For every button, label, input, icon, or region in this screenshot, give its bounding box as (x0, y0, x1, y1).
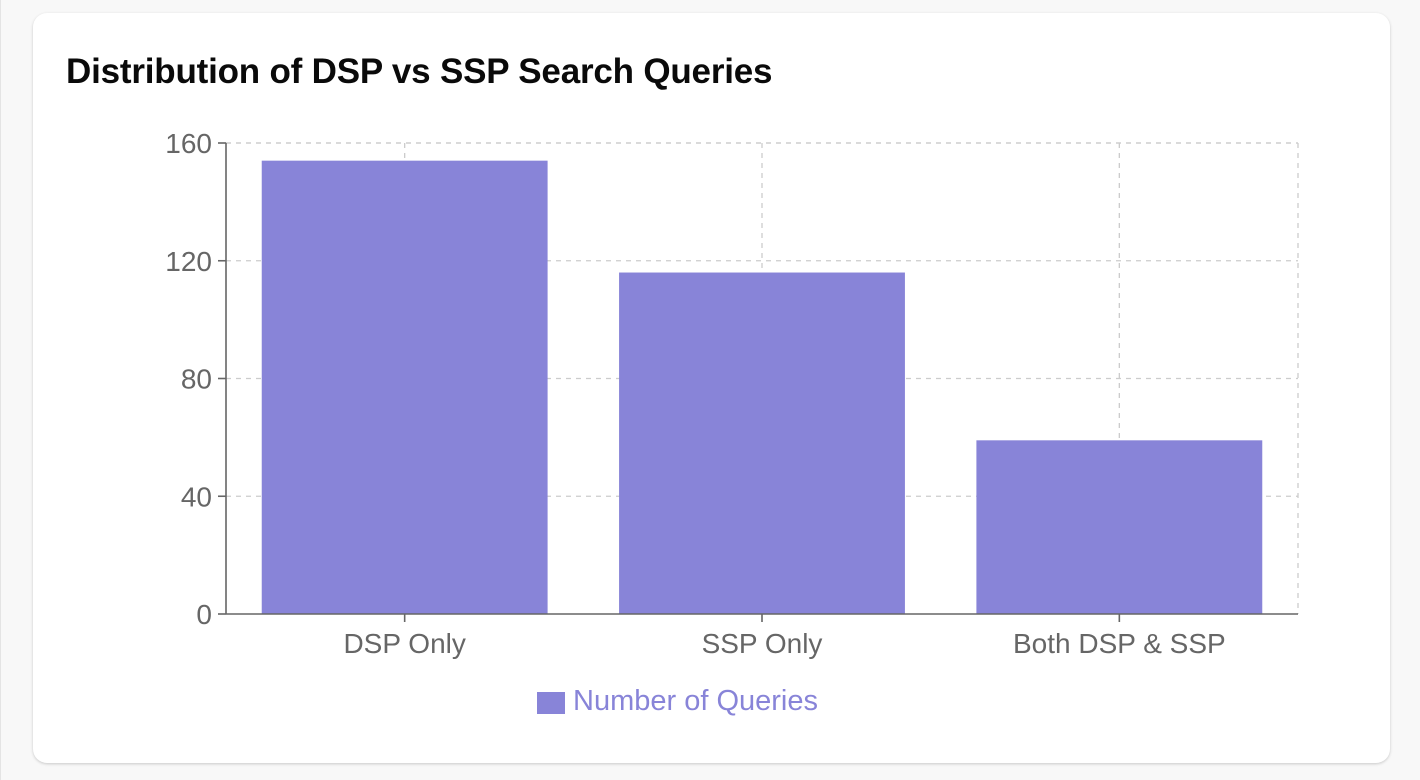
legend: Number of Queries (537, 685, 818, 717)
x-tick-label: Both DSP & SSP (1013, 628, 1226, 659)
legend-label: Number of Queries (573, 685, 818, 717)
x-ticks: DSP Only SSP Only Both DSP & SSP (343, 614, 1226, 659)
x-tick-label: DSP Only (343, 628, 465, 659)
bar (261, 160, 548, 614)
x-tick-label: SSP Only (702, 628, 823, 659)
y-tick-label: 120 (165, 246, 212, 277)
bar (976, 440, 1263, 614)
y-tick-label: 80 (181, 364, 212, 395)
y-tick-label: 0 (196, 599, 212, 630)
bars (261, 160, 1263, 614)
y-ticks: 0 40 80 120 160 (165, 128, 226, 630)
y-tick-label: 40 (181, 481, 212, 512)
bar (619, 272, 905, 614)
chart-title: Distribution of DSP vs SSP Search Querie… (66, 52, 773, 91)
legend-swatch (537, 692, 565, 714)
y-tick-label: 160 (165, 128, 212, 159)
